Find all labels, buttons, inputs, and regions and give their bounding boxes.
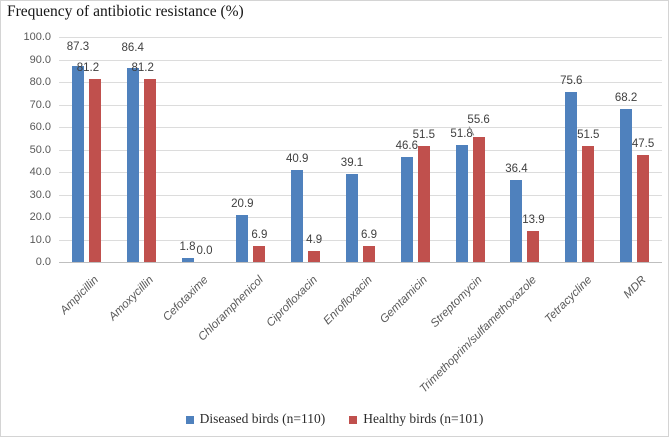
gridline [59, 59, 662, 61]
bar-value-label: 47.5 [631, 138, 655, 151]
bar-value-label: 1.8 [179, 240, 196, 253]
gridline [59, 82, 662, 83]
y-axis-tick-label: 10.0 [29, 233, 51, 246]
bar-diseased [620, 108, 633, 262]
bar-value-label: 86.4 [121, 41, 144, 54]
x-axis-category-label: Ciprofloxacin [264, 274, 321, 330]
y-axis-tick-label: 100.0 [23, 31, 51, 43]
bar-healthy [308, 250, 321, 262]
bar-value-label: 40.9 [285, 152, 309, 165]
x-axis-category-label: Tetracycline [542, 274, 595, 326]
bar-value-label: 36.4 [505, 163, 528, 176]
bar-diseased [565, 91, 578, 262]
x-axis-category-label: Amoxycillin [106, 274, 156, 324]
x-axis-category-label: Trimethoprim/sulfamethoxazole [418, 274, 540, 396]
gridline [59, 104, 662, 106]
bar-healthy [417, 146, 430, 262]
y-axis-tick-label: 50.0 [29, 143, 51, 156]
gridline [59, 172, 662, 173]
bar-value-label: 87.3 [66, 40, 90, 53]
x-axis-category-label: MDR [622, 274, 650, 302]
bar-healthy [637, 155, 650, 262]
x-axis-category-label: Ampicillin [58, 274, 101, 317]
bar-value-label: 6.9 [251, 229, 268, 242]
gridline [59, 127, 662, 128]
legend: Diseased birds (n=110) Healthy birds (n=… [1, 411, 668, 427]
y-axis-tick-label: 90.0 [29, 53, 51, 66]
y-axis-tick-label: 70.0 [29, 98, 51, 111]
bar-value-label: 51.8 [450, 128, 473, 141]
bar-value-label: 81.2 [76, 62, 100, 75]
y-axis-tick-label: 60.0 [29, 121, 51, 133]
bar-healthy [527, 230, 540, 262]
legend-swatch-diseased-icon [185, 415, 194, 424]
bar-diseased [236, 214, 249, 262]
bar-diseased [455, 145, 468, 262]
bar-value-label: 13.9 [522, 213, 545, 226]
legend-swatch-healthy-icon [349, 415, 358, 424]
bar-diseased [291, 169, 304, 262]
gridline [59, 149, 662, 151]
bar-value-label: 20.9 [231, 197, 254, 210]
x-axis-category-label: Enrofloxacin [321, 274, 375, 328]
bar-value-label: 51.5 [412, 129, 435, 142]
bar-value-label: 46.6 [395, 140, 418, 153]
bar-healthy [143, 79, 156, 262]
gridline [59, 239, 662, 241]
x-axis-line [59, 262, 662, 263]
bar-diseased [400, 157, 413, 262]
bar-value-label: 6.9 [361, 229, 377, 242]
bar-value-label: 75.6 [560, 74, 583, 87]
legend-label-diseased: Diseased birds (n=110) [199, 411, 326, 426]
legend-item-diseased-birds: Diseased birds (n=110) [185, 411, 326, 427]
bar-healthy [582, 146, 595, 262]
bar-diseased [510, 180, 523, 262]
bar-value-label: 81.2 [131, 62, 154, 75]
bar-value-label: 39.1 [340, 157, 364, 170]
bar-diseased [71, 65, 84, 262]
y-axis-tick-label: 0.0 [35, 256, 51, 268]
bar-value-label: 0.0 [196, 245, 213, 257]
y-axis-tick-label: 30.0 [29, 188, 51, 201]
x-axis-category-label: Cefotaxime [160, 274, 211, 324]
bar-healthy [253, 246, 266, 262]
bar-value-label: 68.2 [614, 91, 638, 104]
y-axis-tick-label: 40.0 [29, 166, 51, 178]
bar-value-label: 55.6 [467, 113, 490, 126]
bar-healthy [472, 136, 485, 262]
gridline [59, 37, 662, 38]
x-axis-category-label: Gemtamicin [377, 274, 430, 326]
y-axis-tick-label: 80.0 [29, 76, 51, 88]
bar-diseased [346, 174, 358, 262]
gridline [59, 217, 662, 218]
bar-healthy [88, 79, 101, 262]
gridline [59, 194, 662, 196]
bar-diseased [126, 67, 139, 262]
bar-value-label: 51.5 [577, 129, 600, 142]
legend-item-healthy-birds: Healthy birds (n=101) [349, 411, 483, 427]
legend-label-healthy: Healthy birds (n=101) [363, 411, 484, 426]
bar-healthy [363, 246, 375, 262]
bar-value-label: 4.9 [306, 233, 323, 246]
x-axis-category-label: Streptomycin [428, 274, 485, 330]
y-axis-tick-label: 20.0 [29, 211, 51, 223]
bar-diseased [181, 257, 194, 262]
chart-title: Frequency of antibiotic resistance (%) [7, 3, 244, 20]
